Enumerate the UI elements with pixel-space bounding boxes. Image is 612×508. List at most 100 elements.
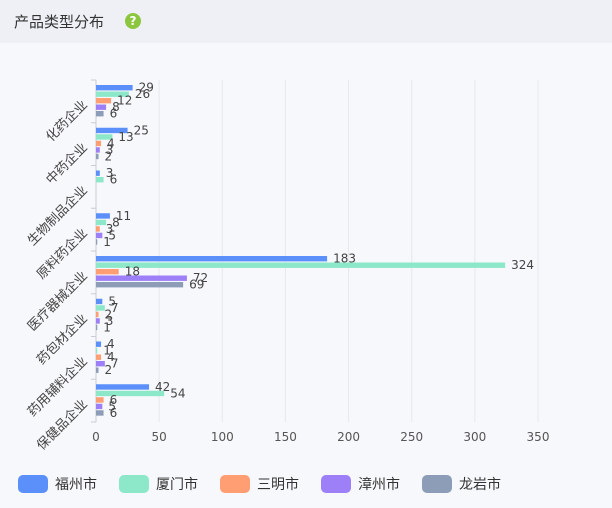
data-label: 18 — [125, 265, 140, 279]
x-tick-label: 100 — [211, 430, 234, 444]
bar-1-5 — [96, 305, 105, 311]
data-label: 25 — [134, 123, 149, 137]
data-label: 42 — [155, 380, 170, 394]
data-label: 11 — [116, 209, 131, 223]
bar-4-4 — [96, 282, 184, 288]
bar-0-1 — [96, 127, 128, 134]
x-tick-label: 250 — [400, 430, 423, 444]
bar-3-4 — [96, 275, 187, 281]
data-label: 4 — [107, 136, 115, 150]
bar-1-2 — [96, 177, 104, 183]
data-label: 54 — [170, 386, 185, 400]
panel-header: 产品类型分布 ? — [0, 0, 612, 43]
x-tick-label: 50 — [152, 430, 167, 444]
bar-1-1 — [96, 134, 113, 140]
x-tick-label: 200 — [337, 430, 360, 444]
legend-item[interactable]: 三明市 — [220, 474, 299, 494]
data-label: 6 — [110, 107, 118, 121]
legend-item[interactable]: 龙岩市 — [422, 474, 501, 494]
data-label: 2 — [105, 363, 113, 377]
bar-1-4 — [96, 262, 506, 268]
chart-legend: 福州市 厦门市 三明市 漳州市 龙岩市 — [18, 473, 523, 495]
data-label: 29 — [139, 81, 154, 95]
legend-item[interactable]: 漳州市 — [321, 474, 400, 494]
data-label: 1 — [103, 320, 111, 334]
data-label: 3 — [106, 143, 114, 157]
legend-label: 漳州市 — [358, 477, 400, 493]
legend-swatch — [18, 475, 48, 493]
legend-swatch — [422, 475, 452, 493]
bar-0-0 — [96, 85, 133, 91]
data-label: 6 — [110, 406, 118, 420]
legend-item[interactable]: 福州市 — [18, 474, 97, 494]
legend-swatch — [119, 475, 149, 493]
data-label: 7 — [111, 357, 119, 371]
legend-label: 龙岩市 — [459, 477, 501, 493]
data-label: 6 — [110, 393, 118, 407]
bar-4-1 — [96, 153, 99, 160]
bar-3-0 — [96, 104, 107, 110]
data-label: 1 — [103, 344, 111, 358]
data-label: 5 — [108, 228, 116, 242]
data-label: 3 — [106, 166, 114, 180]
bar-0-2 — [96, 170, 100, 176]
bar-1-3 — [96, 219, 107, 226]
bar-4-3 — [96, 239, 98, 245]
bar-2-5 — [96, 311, 99, 318]
data-label: 2 — [105, 149, 113, 163]
data-label: 4 — [107, 350, 115, 364]
data-label: 5 — [108, 294, 116, 308]
bar-3-1 — [96, 147, 100, 153]
data-label: 69 — [189, 278, 204, 292]
bar-2-0 — [96, 98, 112, 104]
bar-2-7 — [96, 397, 104, 403]
bar-1-7 — [96, 390, 165, 397]
data-label: 13 — [118, 130, 133, 144]
data-label: 8 — [112, 100, 120, 114]
bar-1-6 — [96, 348, 98, 354]
bar-0-4 — [96, 256, 328, 262]
data-label: 12 — [117, 94, 132, 108]
category-label: 化药企业 — [43, 97, 91, 145]
data-label: 7 — [111, 301, 119, 315]
x-tick-label: 300 — [463, 430, 486, 444]
legend-swatch — [321, 475, 351, 493]
x-tick-label: 0 — [92, 430, 100, 444]
legend-swatch — [220, 475, 250, 493]
data-label: 183 — [333, 252, 356, 266]
help-icon[interactable]: ? — [125, 13, 141, 29]
bar-0-3 — [96, 213, 110, 219]
bar-chart: 0 50 100 150 200 250 300 350化药企业29261286中药企业251… — [24, 79, 549, 453]
data-label: 26 — [135, 87, 150, 101]
bar-3-7 — [96, 403, 103, 410]
bar-3-5 — [96, 318, 100, 324]
data-label: 5 — [108, 399, 116, 413]
bar-0-7 — [96, 384, 150, 390]
bar-0-5 — [96, 298, 103, 305]
bar-2-1 — [96, 140, 102, 147]
data-label: 8 — [112, 215, 120, 229]
bar-4-0 — [96, 111, 104, 117]
data-label: 4 — [107, 337, 115, 351]
legend-label: 福州市 — [55, 477, 97, 493]
data-label: 1 — [103, 235, 111, 249]
bar-4-5 — [96, 324, 98, 331]
bar-1-0 — [96, 91, 129, 97]
bar-2-6 — [96, 354, 102, 360]
page-title: 产品类型分布 — [14, 13, 105, 31]
legend-label: 厦门市 — [156, 477, 198, 493]
x-tick-label: 150 — [274, 430, 297, 444]
data-label: 6 — [110, 173, 118, 187]
legend-label: 三明市 — [257, 477, 299, 493]
bar-2-3 — [96, 226, 100, 232]
bar-4-7 — [96, 410, 104, 416]
category-label: 中药企业 — [43, 140, 91, 188]
data-label: 324 — [511, 258, 534, 272]
legend-item[interactable]: 厦门市 — [119, 474, 198, 494]
data-label: 2 — [105, 307, 113, 321]
bar-0-6 — [96, 341, 102, 347]
data-label: 3 — [106, 222, 114, 236]
data-label: 72 — [193, 271, 208, 285]
data-label: 3 — [106, 314, 114, 328]
bar-3-3 — [96, 232, 103, 239]
